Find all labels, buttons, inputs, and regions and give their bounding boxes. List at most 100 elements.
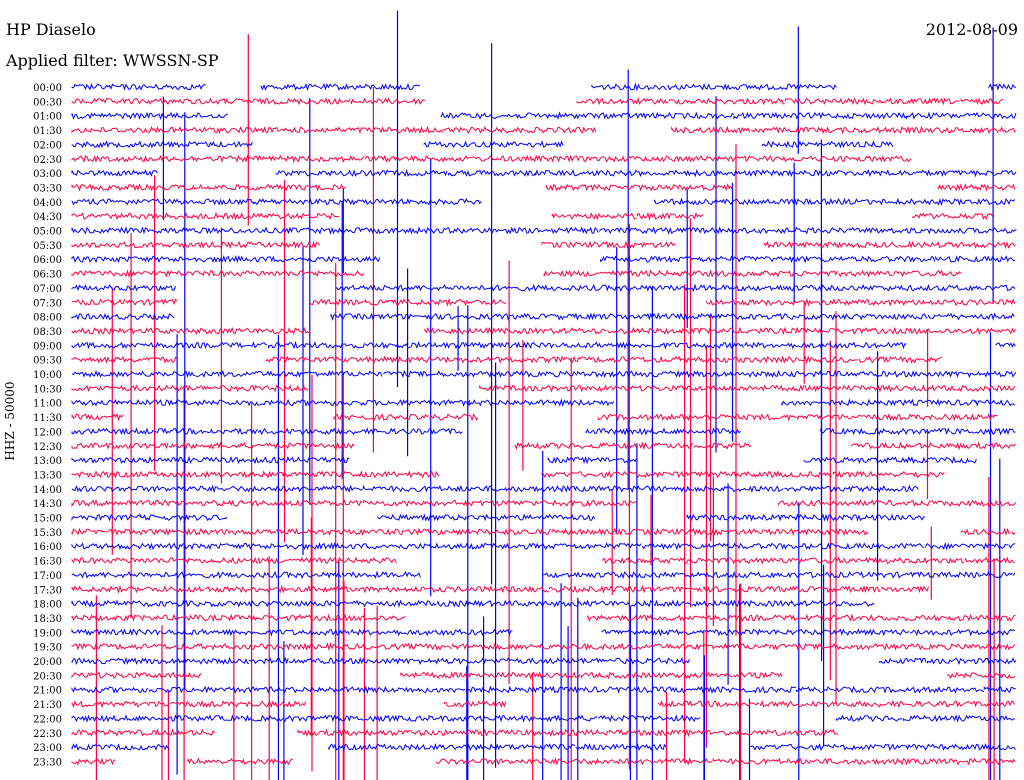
- row-time-label: 13:30: [33, 470, 62, 481]
- trace-line: [71, 757, 1016, 766]
- row-time-label: 15:00: [33, 514, 62, 525]
- trace-line: [71, 642, 1016, 652]
- trace-line: [71, 326, 1016, 336]
- row-time-label: 06:30: [33, 270, 62, 281]
- trace-line: [71, 742, 1016, 752]
- trace-line: [71, 484, 919, 494]
- trace-line: [71, 97, 1004, 106]
- row-time-label: 12:30: [33, 442, 62, 453]
- filter-label: Applied filter: WWSSN-SP: [6, 51, 219, 70]
- trace-line: [71, 512, 926, 522]
- trace-line: [71, 111, 1017, 120]
- row-time-label: 09:30: [33, 356, 62, 367]
- row-time-label: 03:30: [33, 183, 62, 194]
- row-time-label: 10:00: [33, 370, 62, 381]
- trace-line: [71, 254, 1016, 264]
- row-time-label: 00:00: [33, 83, 62, 94]
- trace-layer: [71, 82, 1017, 766]
- date-label: 2012-08-09: [925, 20, 1018, 39]
- row-time-label: 19:30: [33, 643, 62, 654]
- row-time-label: 17:00: [33, 571, 62, 582]
- row-time-label: 12:00: [33, 427, 62, 438]
- row-time-label: 07:30: [33, 298, 62, 309]
- row-time-label: 10:30: [33, 384, 62, 395]
- trace-line: [71, 527, 1016, 537]
- row-time-label: 21:30: [33, 700, 62, 711]
- row-time-label: 14:30: [33, 499, 62, 510]
- trace-line: [71, 427, 1016, 436]
- row-time-label: 02:30: [33, 155, 62, 166]
- trace-line: [71, 211, 994, 221]
- row-time-label: 05:00: [33, 227, 62, 238]
- row-time-label: 05:30: [33, 241, 62, 252]
- station-title: HP Diaselo: [6, 20, 96, 39]
- trace-line: [71, 656, 1017, 666]
- row-time-label: 15:30: [33, 528, 62, 539]
- row-time-label: 13:00: [33, 456, 62, 467]
- trace-line: [71, 714, 1016, 723]
- trace-line: [71, 628, 1016, 637]
- trace-line: [71, 197, 1016, 207]
- trace-line: [71, 685, 1016, 695]
- row-time-label: 08:30: [33, 327, 62, 338]
- trace-line: [71, 671, 1016, 680]
- trace-line: [71, 82, 1017, 92]
- row-time-label: 17:30: [33, 585, 62, 596]
- row-time-label: 14:00: [33, 485, 62, 496]
- row-time-label: 20:00: [33, 657, 62, 668]
- trace-line: [71, 269, 962, 278]
- row-time-label: 23:00: [33, 743, 62, 754]
- row-time-label: 01:30: [33, 126, 62, 137]
- trace-line: [71, 599, 875, 608]
- row-time-label: 18:30: [33, 614, 62, 625]
- trace-line: [71, 369, 1017, 379]
- trace-line: [71, 398, 1016, 408]
- trace-line: [71, 283, 1016, 293]
- trace-line: [71, 240, 1016, 250]
- trace-line: [71, 183, 1016, 192]
- trace-line: [71, 441, 1016, 451]
- trace-line: [71, 556, 1016, 565]
- row-time-label: 23:30: [33, 757, 62, 768]
- row-time-label: 06:00: [33, 255, 62, 266]
- row-time-label: 21:00: [33, 686, 62, 697]
- row-time-label: 19:00: [33, 628, 62, 639]
- row-time-label: 09:00: [33, 341, 62, 352]
- spike-layer: [95, 10, 1001, 780]
- trace-line: [71, 226, 1017, 235]
- row-time-label: 20:30: [33, 671, 62, 682]
- trace-line: [71, 499, 1017, 508]
- trace-line: [71, 168, 1017, 178]
- trace-line: [71, 384, 1016, 393]
- row-time-label: 01:00: [33, 112, 62, 123]
- trace-line: [71, 728, 839, 738]
- trace-line: [71, 312, 1016, 321]
- row-time-label: 02:00: [33, 140, 62, 151]
- row-time-label: 11:00: [33, 399, 62, 410]
- row-label-layer: 00:00 00:30 01:00 01:30 02:00 02:30 03:00 03:30…: [33, 83, 62, 768]
- row-time-label: 04:00: [33, 198, 62, 209]
- trace-line: [71, 570, 1016, 580]
- row-time-label: 04:30: [33, 212, 62, 223]
- row-time-label: 11:30: [33, 413, 62, 424]
- trace-line: [71, 125, 1016, 135]
- row-time-label: 22:00: [33, 714, 62, 725]
- trace-line: [71, 413, 998, 422]
- row-time-label: 16:00: [33, 542, 62, 553]
- trace-line: [71, 140, 894, 149]
- trace-line: [71, 455, 977, 465]
- trace-line: [71, 355, 942, 365]
- trace-line: [71, 584, 929, 594]
- trace-line: [71, 297, 1016, 307]
- row-time-label: 08:00: [33, 313, 62, 324]
- trace-line: [71, 699, 1016, 709]
- row-time-label: 00:30: [33, 97, 62, 108]
- row-time-label: 22:30: [33, 729, 62, 740]
- row-time-label: 03:00: [33, 169, 62, 180]
- trace-line: [71, 613, 1016, 623]
- trace-line: [71, 470, 945, 479]
- row-time-label: 18:00: [33, 600, 62, 611]
- trace-line: [71, 541, 1016, 551]
- row-time-label: 07:00: [33, 284, 62, 295]
